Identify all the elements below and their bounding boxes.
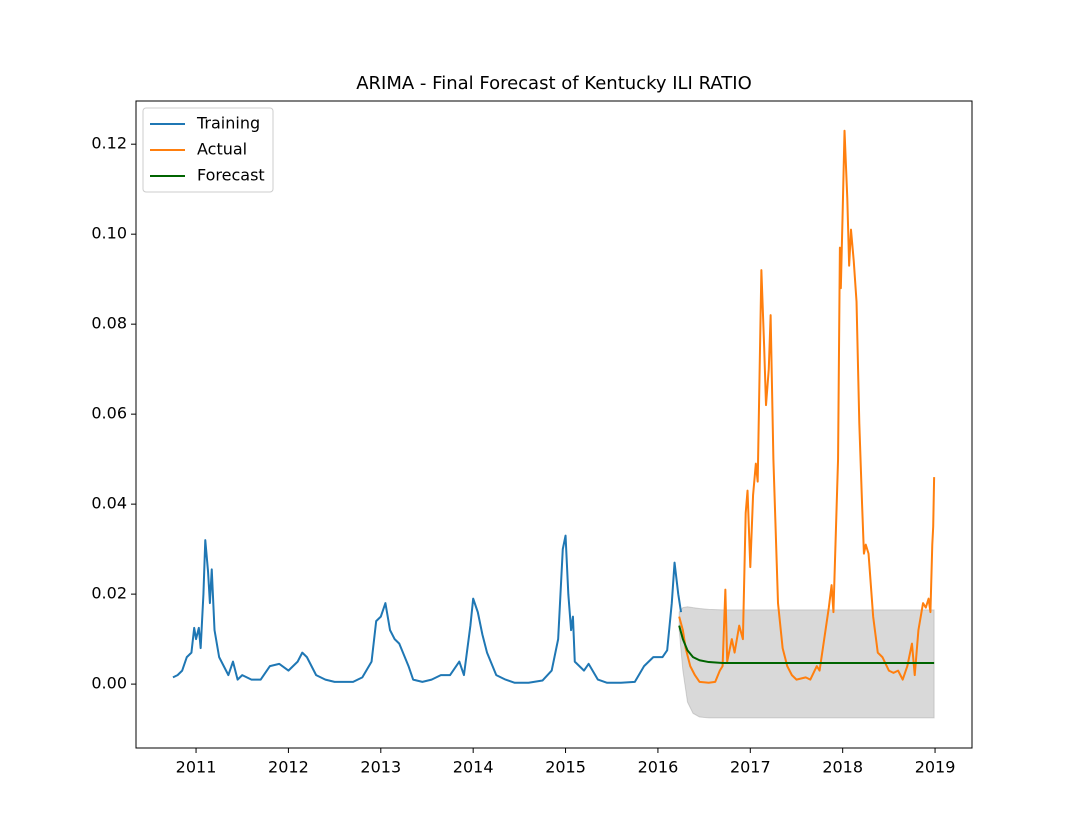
- chart-title: ARIMA - Final Forecast of Kentucky ILI R…: [356, 73, 752, 94]
- x-tick-label: 2018: [822, 758, 863, 777]
- legend: Training Actual Forecast: [142, 107, 274, 193]
- x-tick-label: 2019: [915, 758, 956, 777]
- y-tick-label: 0.00: [91, 674, 127, 693]
- y-tick-label: 0.02: [91, 584, 127, 603]
- series-line: [678, 625, 935, 664]
- x-tick-label: 2012: [268, 758, 309, 777]
- x-tick-label: 2014: [453, 758, 494, 777]
- x-tick-label: 2016: [638, 758, 679, 777]
- y-tick-label: 0.10: [91, 224, 127, 243]
- legend-frame: [142, 107, 274, 193]
- y-tick-label: 0.06: [91, 404, 127, 423]
- plot-frame: [135, 100, 973, 749]
- series-line: [172, 534, 683, 684]
- legend-label: Training: [196, 114, 260, 133]
- legend-label: Forecast: [197, 166, 265, 185]
- x-tick-label: 2013: [360, 758, 401, 777]
- x-tick-label: 2017: [730, 758, 771, 777]
- y-tick-label: 0.08: [91, 314, 127, 333]
- series-line: [678, 129, 936, 684]
- legend-label: Actual: [197, 140, 247, 159]
- y-tick-label: 0.04: [91, 494, 127, 513]
- y-tick-label: 0.12: [91, 134, 127, 153]
- x-tick-label: 2011: [176, 758, 217, 777]
- x-tick-label: 2015: [545, 758, 586, 777]
